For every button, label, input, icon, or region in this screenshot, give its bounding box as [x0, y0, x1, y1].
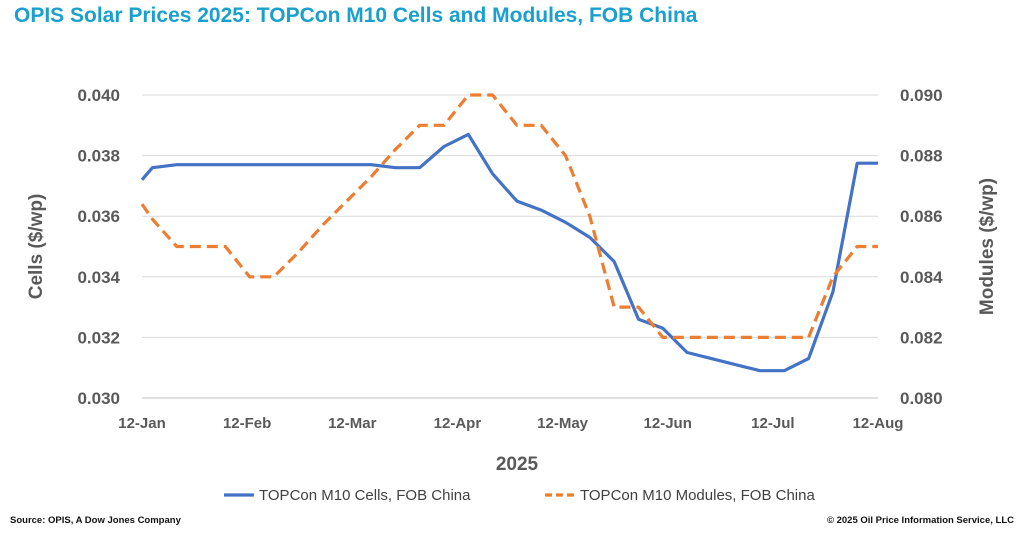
y-tick-label-left: 0.036: [77, 207, 120, 226]
y-tick-label-right: 0.084: [900, 268, 943, 287]
series-line-cells: [140, 132, 878, 373]
y-tick-label-right: 0.082: [900, 328, 943, 347]
legend-cells-label: TOPCon M10 Cells, FOB China: [259, 487, 471, 504]
x-tick-label: 12-Aug: [853, 415, 904, 432]
y-tick-label-left: 0.032: [77, 328, 120, 347]
series-line-modules: [140, 93, 878, 339]
y-axis-title-left: Cells ($/wp): [26, 194, 47, 300]
y-tick-label-right: 0.086: [900, 207, 943, 226]
y-tick-label-left: 0.040: [77, 86, 120, 105]
source-note: Source: OPIS, A Dow Jones Company: [10, 515, 181, 526]
y-tick-label-left: 0.038: [77, 147, 120, 166]
x-axis-title: 2025: [496, 454, 539, 475]
y-tick-label-right: 0.088: [900, 147, 943, 166]
legend-modules-label: TOPCon M10 Modules, FOB China: [580, 487, 815, 504]
y-tick-label-left: 0.034: [77, 268, 120, 287]
x-tick-label: 12-May: [537, 415, 589, 432]
y-axis-title-right: Modules ($/wp): [977, 178, 998, 315]
y-tick-label-right: 0.080: [900, 389, 943, 408]
x-tick-label: 12-Jun: [644, 415, 692, 432]
x-tick-label: 12-Jul: [751, 415, 794, 432]
x-tick-label: 12-Apr: [434, 415, 482, 432]
copyright-note: © 2025 Oil Price Information Service, LL…: [826, 515, 1014, 526]
y-tick-label-left: 0.030: [77, 389, 120, 408]
chart-title: OPIS Solar Prices 2025: TOPCon M10 Cells…: [14, 4, 698, 27]
x-tick-label: 12-Jan: [118, 415, 166, 432]
x-tick-label: 12-Feb: [223, 415, 271, 432]
x-tick-label: 12-Mar: [328, 415, 377, 432]
y-tick-label-right: 0.090: [900, 86, 943, 105]
